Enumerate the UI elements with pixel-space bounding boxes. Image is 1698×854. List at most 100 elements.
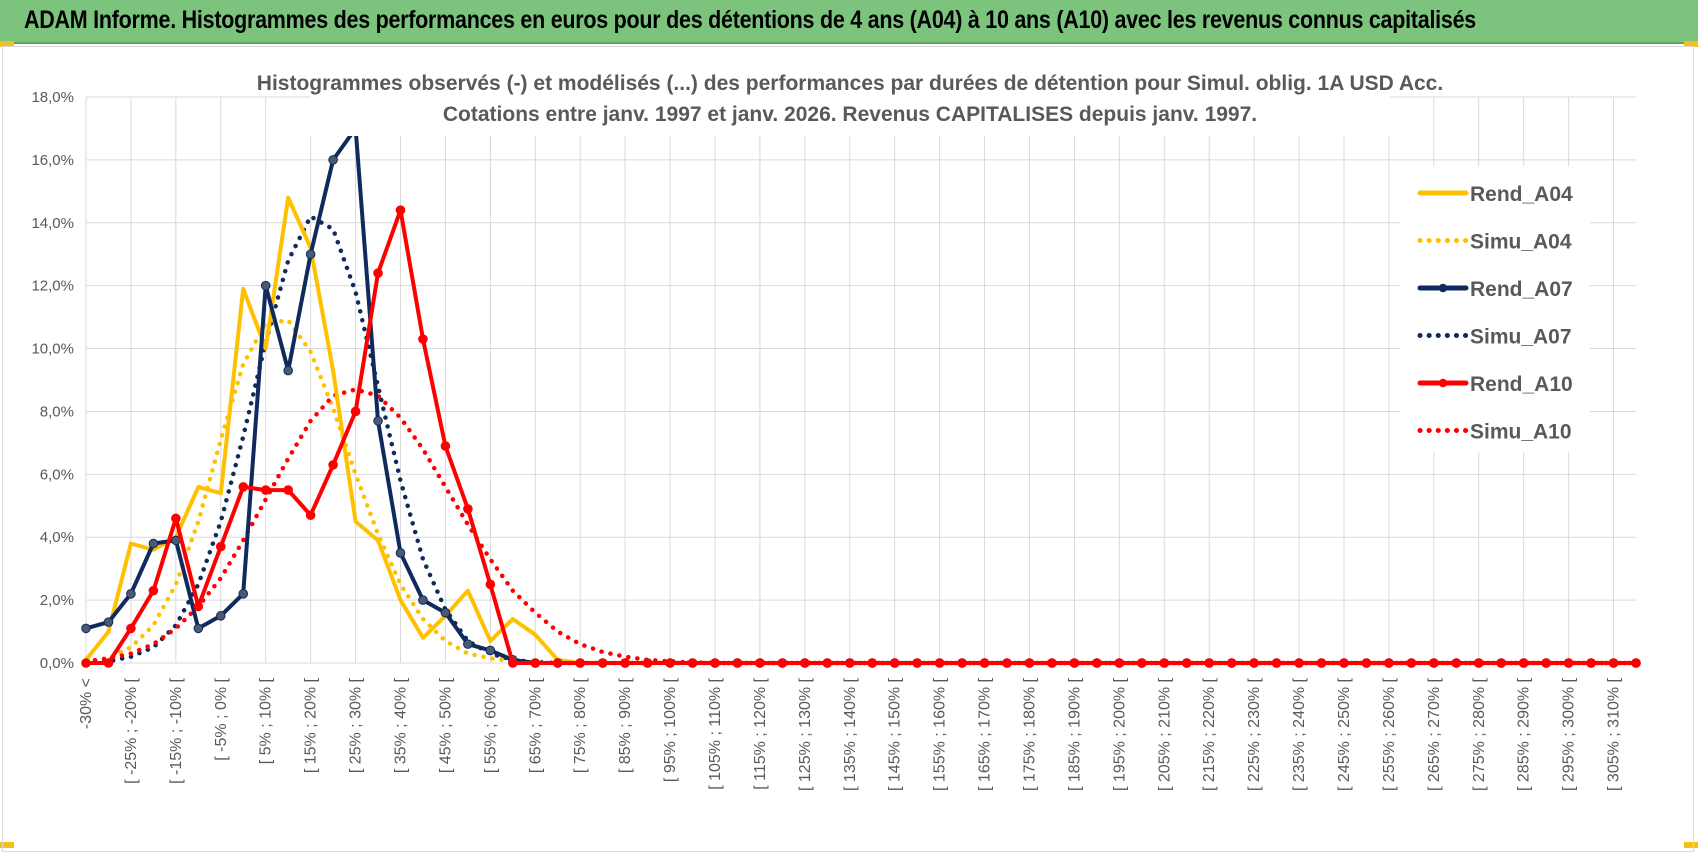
data-point <box>687 658 698 668</box>
x-tick-label: [ 165% ; 170% [ <box>977 677 994 791</box>
legend-label: Simu_A10 <box>1470 421 1572 444</box>
data-point <box>171 513 181 524</box>
data-point <box>350 406 361 417</box>
x-tick-label: [ 185% ; 190% [ <box>1066 677 1083 791</box>
y-tick-label: 18,0% <box>31 89 74 106</box>
legend-marker <box>1438 378 1448 388</box>
data-point <box>1316 658 1327 668</box>
data-point <box>238 589 249 599</box>
x-tick-label: [ 75% ; 80% [ <box>572 677 589 773</box>
x-tick-label: [ 275% ; 280% [ <box>1471 677 1488 791</box>
y-tick-label: 12,0% <box>31 278 74 295</box>
data-point <box>1384 658 1394 668</box>
data-point <box>193 623 204 634</box>
x-tick-label: [ 95% ; 100% [ <box>662 677 679 782</box>
x-tick-label: [ -15% ; -10% [ <box>168 677 185 783</box>
x-tick-label: [ 15% ; 20% [ <box>303 677 320 773</box>
x-tick-label: [ 65% ; 70% [ <box>527 677 544 773</box>
y-tick-label: 6,0% <box>40 466 74 483</box>
data-point <box>1563 658 1574 668</box>
data-point <box>215 611 226 621</box>
data-point <box>732 658 743 668</box>
legend-label: Rend_A04 <box>1470 183 1573 206</box>
x-tick-label: [ -5% ; 0% [ <box>213 677 230 760</box>
data-point <box>1249 658 1259 668</box>
x-axis-ticks: -30% < [ -25% ; -20% [[ -15% ; -10% [[ -5… <box>78 677 1623 791</box>
data-point <box>463 504 473 514</box>
data-point <box>1541 658 1551 668</box>
data-point <box>148 538 159 549</box>
x-tick-label: [ 25% ; 30% [ <box>348 677 365 773</box>
data-point <box>1496 658 1507 668</box>
data-point <box>620 658 630 668</box>
x-tick-label: [ 295% ; 300% [ <box>1561 677 1578 791</box>
x-tick-label: [ 225% ; 230% [ <box>1246 677 1263 791</box>
y-tick-label: 0,0% <box>40 655 74 672</box>
data-point <box>81 623 91 634</box>
data-point <box>215 541 226 552</box>
data-point <box>485 579 496 590</box>
data-point <box>283 365 293 376</box>
data-point <box>126 623 136 634</box>
data-point <box>552 658 563 668</box>
data-point <box>642 658 653 668</box>
x-tick-label: [ 265% ; 270% [ <box>1426 677 1443 791</box>
data-point <box>665 658 675 668</box>
legend-background <box>1400 166 1590 452</box>
x-tick-label: [ 55% ; 60% [ <box>482 677 499 773</box>
corner-mark-top-left <box>0 41 14 47</box>
data-point <box>103 658 114 668</box>
data-point <box>979 658 990 668</box>
data-point <box>328 155 338 165</box>
data-point <box>1294 658 1304 668</box>
data-point <box>575 658 586 668</box>
x-tick-label: [ 195% ; 200% [ <box>1111 677 1128 791</box>
data-point <box>710 658 720 668</box>
data-point <box>1181 658 1192 668</box>
x-tick-label: [ 45% ; 50% [ <box>437 677 454 773</box>
data-point <box>822 658 833 668</box>
chart-series <box>81 123 1641 668</box>
x-tick-label: [ 255% ; 260% [ <box>1381 677 1398 791</box>
data-point <box>395 205 406 215</box>
data-point <box>418 334 428 344</box>
data-point <box>328 460 338 470</box>
data-point <box>1451 658 1462 668</box>
data-point <box>755 658 765 668</box>
data-point <box>1002 658 1012 668</box>
data-point <box>1204 658 1214 668</box>
data-point <box>283 485 293 495</box>
data-point <box>1226 658 1237 668</box>
data-point <box>126 589 136 599</box>
data-point <box>530 658 541 668</box>
data-point <box>777 658 788 668</box>
x-tick-label: [ 5% ; 10% [ <box>258 677 275 764</box>
data-point <box>1159 658 1170 668</box>
data-point <box>934 658 945 668</box>
data-point <box>418 595 428 605</box>
legend-label: Simu_A04 <box>1470 231 1572 254</box>
chart-title-background <box>310 60 1390 136</box>
y-tick-label: 10,0% <box>31 341 74 358</box>
data-point <box>103 617 114 627</box>
x-tick-label: [ 175% ; 180% [ <box>1021 677 1038 791</box>
data-point <box>889 658 900 668</box>
data-point <box>1069 658 1080 668</box>
legend-label: Simu_A07 <box>1470 326 1572 349</box>
y-tick-label: 8,0% <box>40 403 74 420</box>
data-point <box>912 658 922 668</box>
data-point <box>485 645 496 656</box>
x-tick-label: [ 215% ; 220% [ <box>1201 677 1218 791</box>
data-point <box>1406 658 1417 668</box>
x-tick-label: [ 155% ; 160% [ <box>932 677 949 791</box>
data-point <box>1024 658 1035 668</box>
data-point <box>238 482 249 492</box>
chart-legend: Rend_A04 Simu_A04 Rend_A07 Simu_A07 Rend_A10… <box>1400 166 1590 452</box>
data-point <box>1631 658 1641 668</box>
x-tick-label: [ 205% ; 210% [ <box>1156 677 1173 791</box>
legend-marker <box>1438 283 1448 293</box>
data-point <box>148 585 159 596</box>
data-point <box>440 607 451 618</box>
y-tick-label: 4,0% <box>40 529 74 546</box>
